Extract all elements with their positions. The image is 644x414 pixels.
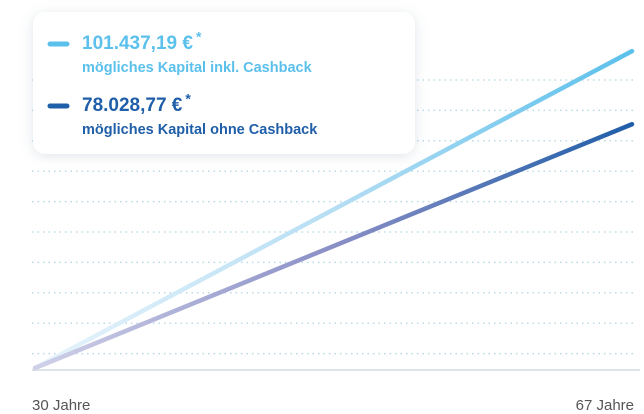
legend: 101.437,19 € *mögliches Kapital inkl. Cas… [47,29,318,138]
legend-label: mögliches Kapital inkl. Cashback [82,60,313,76]
legend-value: 78.028,77 € [82,95,183,116]
footnote-marker: * [185,91,191,107]
lines [32,48,635,371]
x-tick-label: 30 Jahre [32,397,90,414]
series-line [32,122,635,371]
footnote-marker: * [196,29,202,45]
legend-box [33,12,415,154]
series-line [32,48,635,371]
legend-label: mögliches Kapital ohne Cashback [82,122,318,138]
legend-value: 101.437,19 € [82,33,193,54]
x-tick-label: 67 Jahre [576,397,634,414]
